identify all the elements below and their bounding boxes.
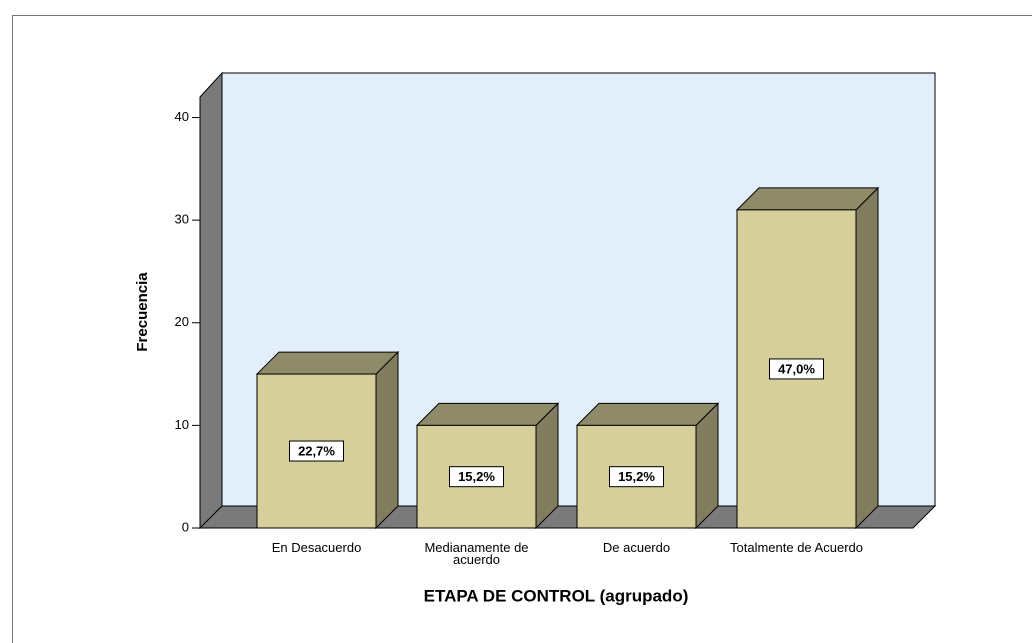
y-tick-label: 40 [175,109,189,124]
x-tick-label: Medianamente de acuerdo [424,540,529,567]
value-label: 15,2% [618,469,655,484]
x-tick-label: En Desacuerdo [271,540,362,555]
value-label-box [289,440,344,462]
value-label: 15,2% [458,469,495,484]
bar-top [735,187,880,211]
value-label: 22,7% [298,443,335,458]
value-label: 47,0% [778,361,815,376]
x-tick-label: Totalmente de Acuerdo [730,540,863,555]
y-tick-label: 20 [175,314,189,329]
bar-top [415,402,560,426]
y-tick-label: 10 [175,417,189,432]
bar-side [855,186,879,530]
bar-top [575,402,720,426]
bar-side [375,350,399,530]
value-label-box [609,466,664,488]
y-axis-title: Frecuencia [134,272,151,352]
x-tick-label: De acuerdo [602,540,671,555]
x-axis-title: ETAPA DE CONTROL (agrupado) [424,586,689,605]
value-label-box [769,358,824,380]
bar-top [255,351,400,375]
y-tick-label: 0 [182,519,189,534]
value-label-box [449,466,504,488]
y-tick-label: 30 [175,212,189,227]
left-wall [199,71,223,530]
